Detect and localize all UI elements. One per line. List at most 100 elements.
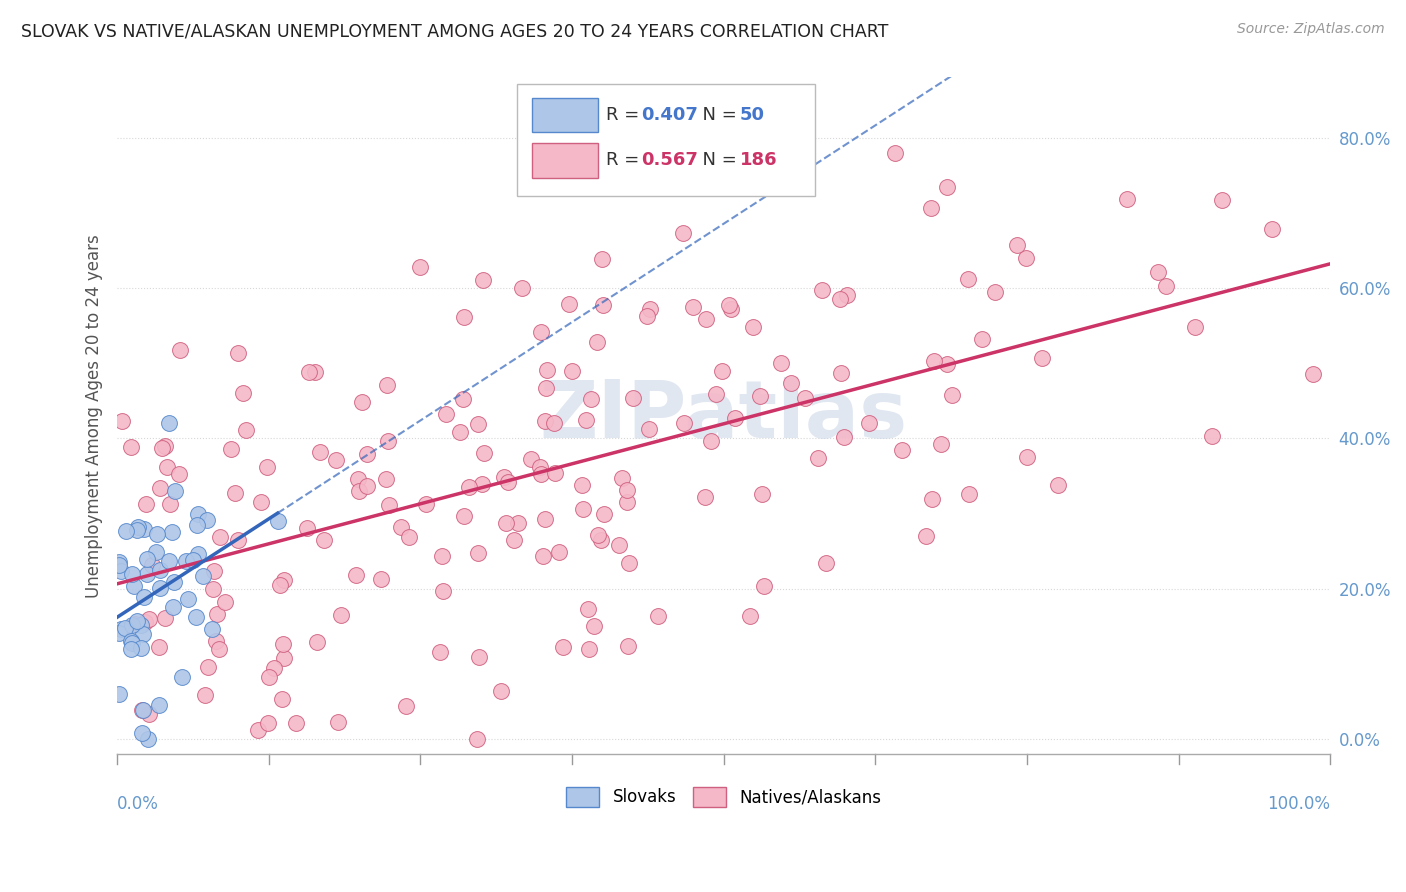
Point bbox=[530, 467, 553, 482]
Point bbox=[543, 416, 565, 430]
Point bbox=[534, 381, 557, 395]
Point bbox=[617, 556, 640, 570]
Point bbox=[592, 298, 614, 312]
Point bbox=[543, 466, 565, 480]
Point bbox=[169, 343, 191, 358]
Point bbox=[711, 364, 734, 378]
Point bbox=[134, 615, 156, 629]
Point bbox=[616, 495, 638, 509]
Point bbox=[794, 391, 817, 405]
Point bbox=[125, 614, 148, 628]
Point bbox=[579, 392, 602, 406]
Text: ZIPatlas: ZIPatlas bbox=[540, 376, 908, 455]
Point bbox=[924, 353, 946, 368]
Point bbox=[121, 567, 143, 582]
Point bbox=[576, 602, 599, 616]
Point bbox=[129, 641, 152, 656]
Point bbox=[226, 533, 249, 548]
Point bbox=[157, 553, 180, 567]
Point bbox=[770, 356, 793, 370]
Point bbox=[269, 577, 291, 591]
Point bbox=[187, 547, 209, 561]
Point bbox=[589, 533, 612, 548]
Text: R =: R = bbox=[606, 151, 645, 169]
Point bbox=[186, 517, 208, 532]
Point bbox=[472, 273, 495, 287]
Point bbox=[121, 636, 143, 650]
Point bbox=[271, 637, 294, 651]
Point bbox=[378, 498, 401, 512]
Point bbox=[177, 592, 200, 607]
Point bbox=[246, 723, 269, 738]
Point bbox=[235, 423, 257, 437]
Point bbox=[492, 470, 515, 484]
Text: 0.407: 0.407 bbox=[641, 105, 697, 124]
Point bbox=[329, 607, 352, 622]
Point bbox=[138, 707, 160, 722]
Point bbox=[1116, 192, 1139, 206]
Point bbox=[120, 633, 142, 648]
Point bbox=[984, 285, 1007, 300]
Y-axis label: Unemployment Among Ages 20 to 24 years: Unemployment Among Ages 20 to 24 years bbox=[86, 234, 103, 598]
Point bbox=[394, 699, 416, 714]
Point bbox=[571, 478, 593, 492]
Point bbox=[205, 607, 228, 622]
Point bbox=[350, 395, 373, 409]
Point bbox=[174, 554, 197, 568]
Point bbox=[349, 484, 371, 499]
Point bbox=[375, 378, 398, 392]
Point bbox=[533, 414, 555, 428]
Point bbox=[377, 434, 399, 449]
Point bbox=[195, 512, 218, 526]
Point bbox=[575, 413, 598, 427]
Point bbox=[695, 490, 717, 504]
Point bbox=[273, 573, 295, 587]
Point bbox=[257, 716, 280, 731]
Point bbox=[929, 436, 952, 450]
Point bbox=[935, 357, 957, 371]
Point bbox=[114, 524, 136, 538]
Point bbox=[415, 497, 437, 511]
Point bbox=[162, 599, 184, 614]
Point bbox=[717, 298, 740, 312]
Point bbox=[472, 446, 495, 460]
Text: N =: N = bbox=[690, 105, 742, 124]
Point bbox=[457, 480, 479, 494]
Text: SLOVAK VS NATIVE/ALASKAN UNEMPLOYMENT AMONG AGES 20 TO 24 YEARS CORRELATION CHAR: SLOVAK VS NATIVE/ALASKAN UNEMPLOYMENT AM… bbox=[21, 22, 889, 40]
Point bbox=[1156, 278, 1178, 293]
Point bbox=[451, 392, 474, 407]
Point bbox=[146, 527, 169, 541]
Point bbox=[915, 528, 938, 542]
Point bbox=[150, 441, 173, 455]
Point bbox=[890, 443, 912, 458]
Point bbox=[409, 260, 432, 275]
Point bbox=[153, 611, 176, 625]
Point bbox=[136, 732, 159, 747]
Point bbox=[356, 446, 378, 460]
Point bbox=[110, 414, 132, 428]
Point bbox=[110, 622, 132, 636]
Point bbox=[586, 527, 609, 541]
Point bbox=[129, 617, 152, 632]
Point bbox=[807, 450, 830, 465]
Point bbox=[132, 627, 155, 641]
Point bbox=[534, 511, 557, 525]
Point bbox=[219, 442, 242, 457]
Point bbox=[374, 472, 396, 486]
Point bbox=[636, 309, 658, 323]
Point bbox=[935, 179, 957, 194]
Point bbox=[298, 366, 321, 380]
Point bbox=[266, 514, 288, 528]
Point bbox=[344, 567, 367, 582]
Point bbox=[170, 670, 193, 684]
Point bbox=[157, 417, 180, 431]
Point bbox=[202, 582, 225, 596]
Point bbox=[389, 519, 412, 533]
Point bbox=[723, 410, 745, 425]
Point bbox=[145, 545, 167, 559]
Point bbox=[647, 609, 669, 624]
Point bbox=[205, 633, 228, 648]
Point bbox=[637, 422, 659, 436]
Point bbox=[169, 467, 191, 482]
Point bbox=[202, 564, 225, 578]
